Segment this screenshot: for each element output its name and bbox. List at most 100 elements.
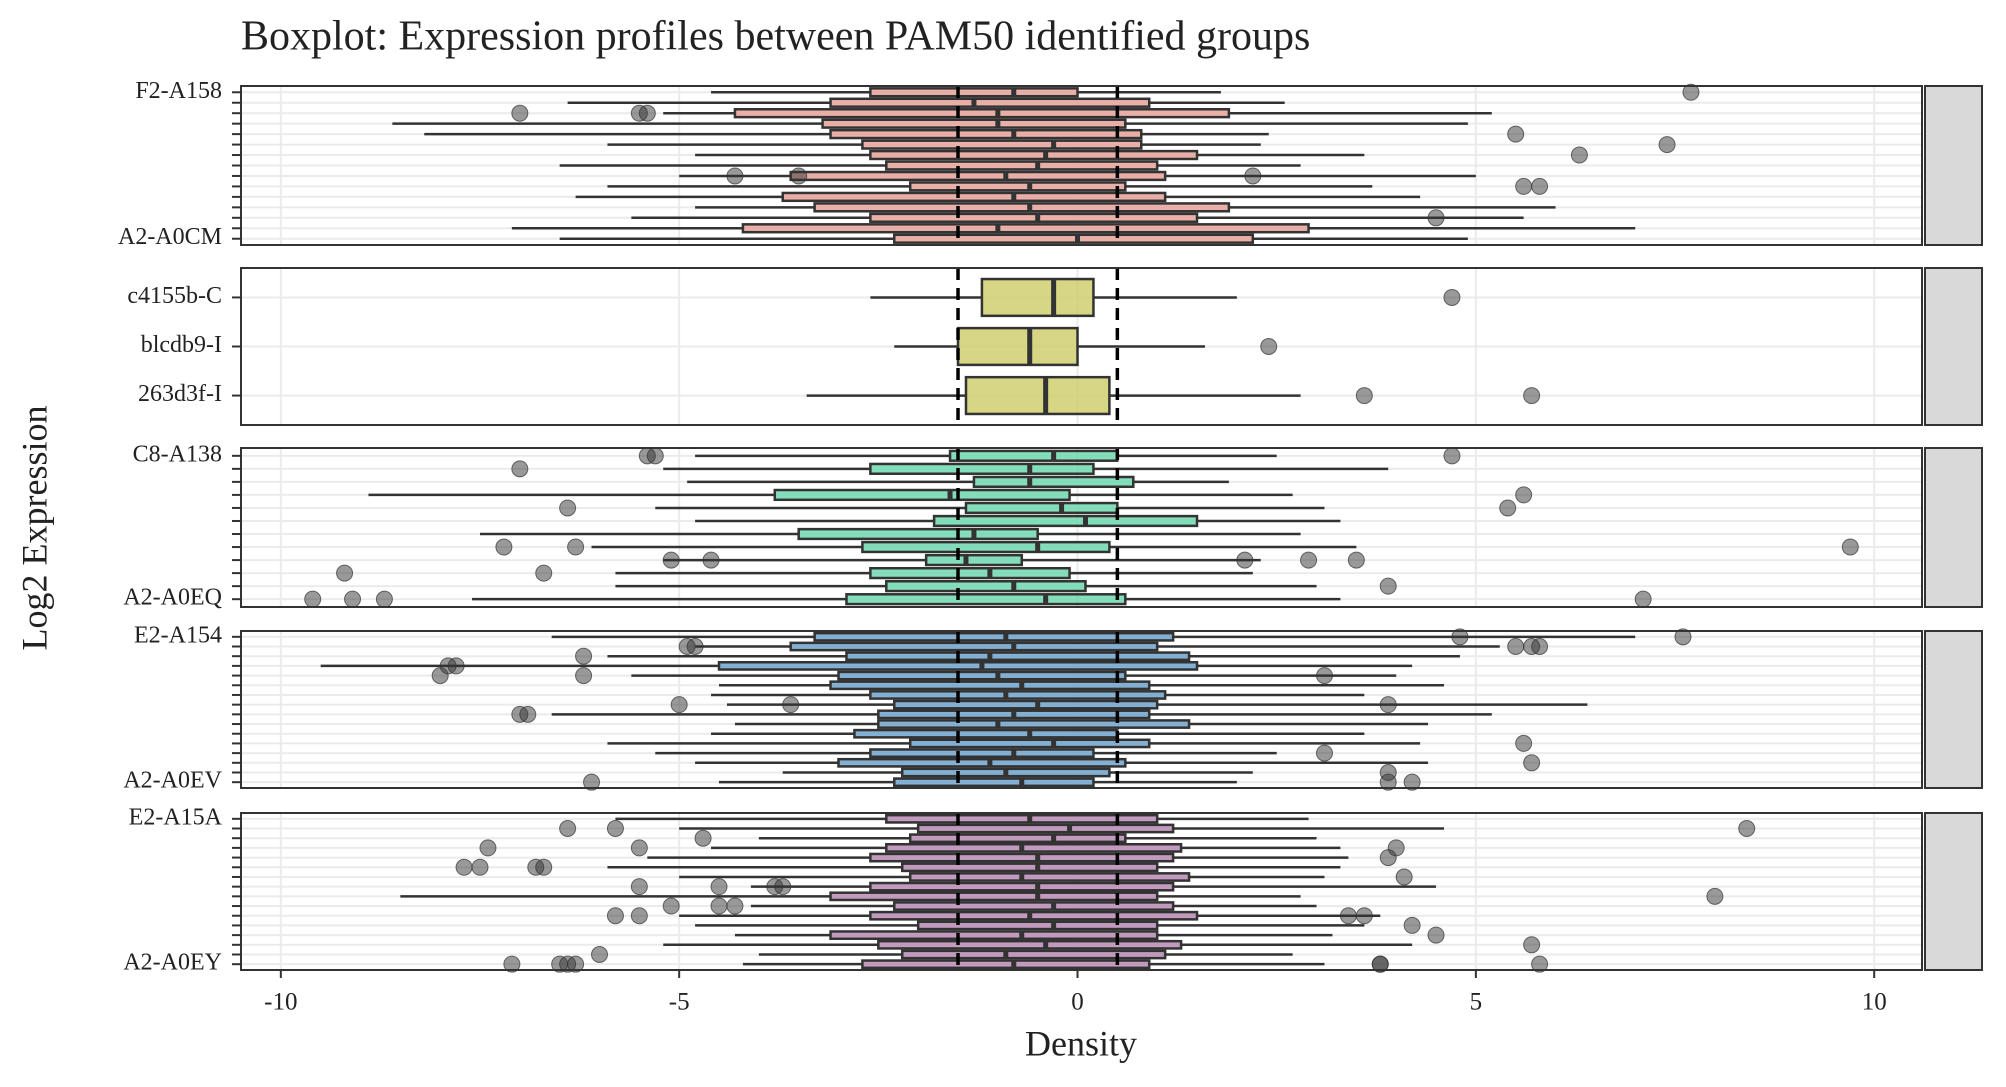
outlier: [591, 945, 609, 963]
outlier: [511, 460, 529, 478]
y-tick-label: A2-A0EY: [123, 950, 222, 976]
outlier: [1515, 734, 1533, 752]
box: [893, 777, 1095, 788]
box: [869, 149, 1199, 161]
outlier: [662, 897, 680, 915]
outlier: [1260, 338, 1278, 355]
y-tick-label: F2-A158: [135, 78, 222, 104]
box: [885, 160, 1159, 171]
box: [869, 87, 1079, 98]
box: [869, 852, 1175, 863]
outlier: [1499, 499, 1517, 517]
outlier: [1570, 146, 1588, 164]
outlier: [1236, 551, 1254, 569]
outlier: [1371, 955, 1389, 973]
outlier: [1523, 387, 1541, 405]
box: [861, 139, 1143, 150]
outlier: [726, 167, 744, 185]
box: [861, 540, 1111, 554]
outlier: [1379, 577, 1397, 595]
outlier: [702, 551, 720, 569]
outlier: [1682, 83, 1700, 101]
strip: [1924, 85, 1983, 246]
box: [869, 566, 1071, 580]
box: [893, 901, 1175, 911]
outlier: [535, 858, 553, 876]
box: [837, 757, 1127, 768]
outlier: [662, 551, 680, 569]
y-tick-label: A2-A0CM: [118, 224, 222, 250]
outlier: [1523, 754, 1541, 772]
box: [837, 670, 1127, 681]
box: [908, 833, 1127, 844]
box: [916, 823, 1175, 834]
outlier: [559, 499, 577, 517]
outlier: [782, 696, 800, 714]
outlier: [630, 878, 648, 896]
x-axis-label: Density: [1025, 1023, 1137, 1063]
outlier: [1706, 887, 1724, 905]
outlier: [479, 839, 497, 857]
box: [900, 862, 1159, 873]
outlier: [575, 667, 593, 685]
outlier: [710, 897, 728, 915]
strip: [1924, 447, 1983, 608]
box: [964, 375, 1111, 416]
outlier: [638, 104, 656, 122]
outlier: [455, 858, 473, 876]
outlier: [1674, 628, 1692, 646]
box: [853, 728, 1119, 739]
outlier: [447, 657, 465, 675]
outlier: [559, 820, 577, 838]
box: [829, 97, 1151, 108]
box: [845, 593, 1127, 606]
outlier: [1379, 696, 1397, 714]
outlier: [503, 955, 521, 973]
box: [964, 501, 1119, 515]
box: [813, 202, 1231, 213]
x-tick-label: -5: [669, 989, 690, 1016]
box: [980, 277, 1095, 318]
box: [869, 212, 1199, 223]
outlier: [1355, 907, 1373, 925]
x-tick-label: 5: [1470, 989, 1483, 1016]
panel-border: [240, 447, 1923, 608]
outlier: [630, 907, 648, 925]
outlier: [694, 829, 712, 847]
box: [893, 699, 1159, 710]
panel-border: [240, 267, 1923, 426]
outlier: [495, 538, 513, 556]
strip: [1924, 267, 1983, 426]
y-tick-label: A2-A0EV: [123, 768, 222, 794]
box: [781, 191, 1167, 203]
box: [877, 719, 1191, 729]
outlier: [511, 104, 529, 122]
outlier: [1315, 744, 1333, 762]
outlier: [575, 647, 593, 665]
outlier: [535, 564, 553, 582]
outlier: [1339, 907, 1357, 925]
outlier: [304, 590, 322, 608]
outlier: [1379, 763, 1397, 781]
box: [877, 939, 1183, 950]
box: [821, 118, 1127, 129]
box: [908, 181, 1127, 192]
outlier: [1515, 486, 1533, 504]
outlier: [375, 590, 393, 608]
outlier: [567, 538, 585, 556]
outlier: [1395, 868, 1413, 886]
outlier: [1427, 209, 1445, 227]
outlier: [519, 705, 537, 723]
outlier: [1443, 288, 1461, 306]
box: [869, 881, 1175, 892]
outlier: [1523, 638, 1541, 656]
outlier: [1634, 590, 1652, 608]
box: [829, 128, 1143, 140]
y-tick-label: blcdb9-I: [141, 332, 222, 358]
outlier: [1507, 638, 1525, 656]
box: [924, 553, 1023, 567]
box: [885, 813, 1159, 824]
outlier: [1451, 628, 1469, 646]
y-tick-label: c4155b-C: [127, 283, 222, 309]
outlier: [1841, 538, 1859, 556]
